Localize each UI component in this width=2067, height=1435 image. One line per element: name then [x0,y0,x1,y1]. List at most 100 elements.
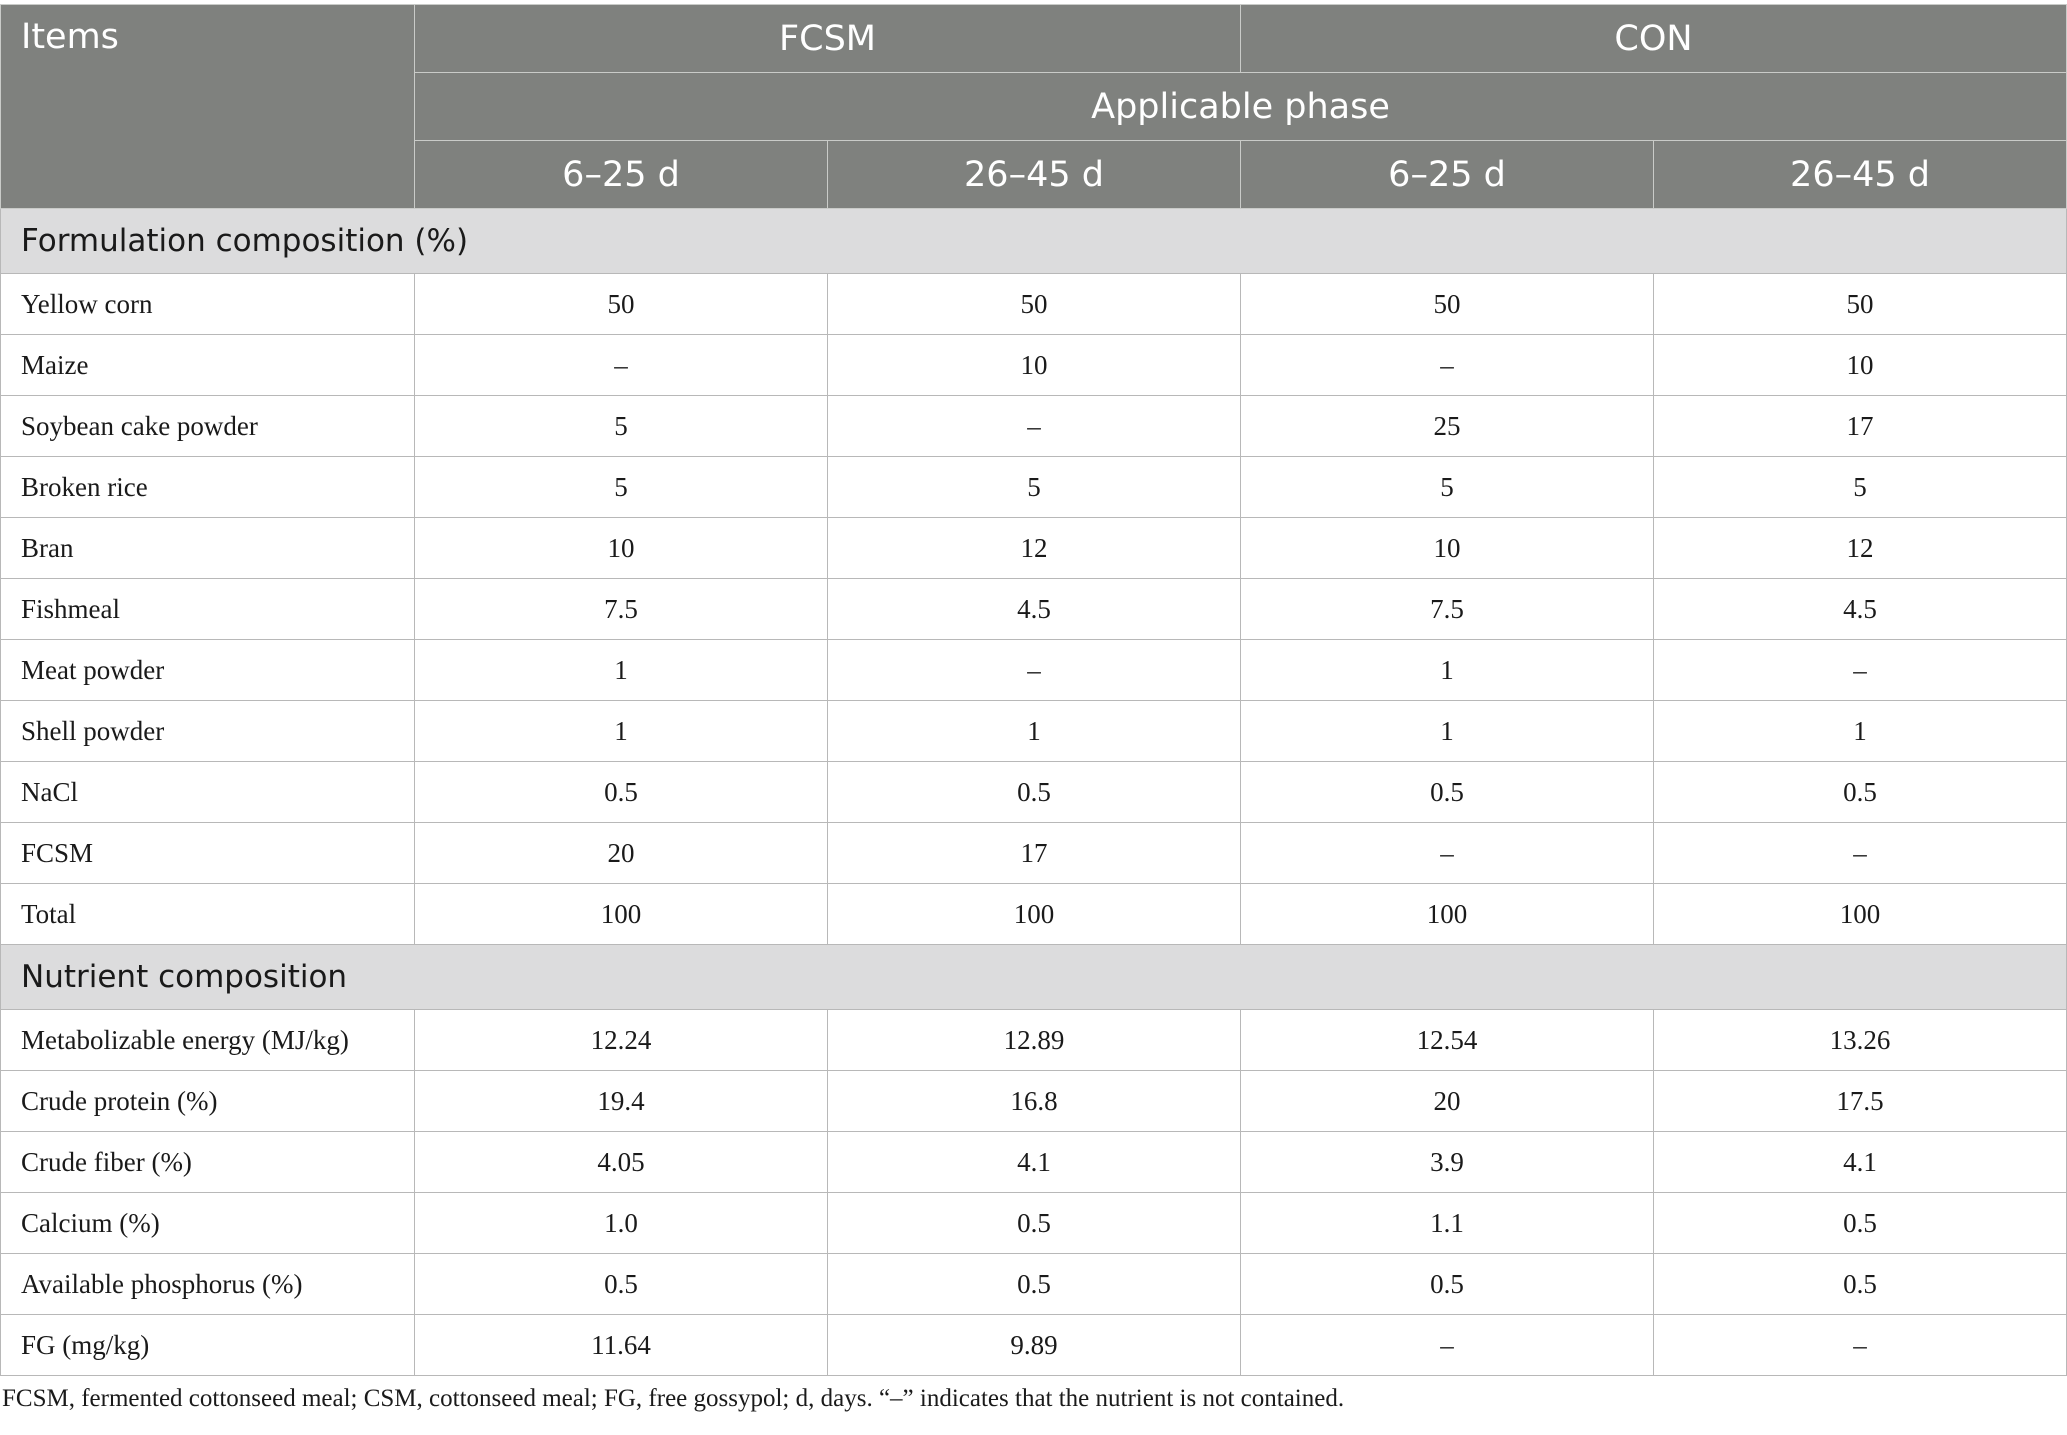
table-row: Yellow corn 50 50 50 50 [0,273,2067,335]
row-label: Maize [0,334,415,396]
table-cell: 20 [1240,1070,1654,1132]
table-cell: 12.54 [1240,1009,1654,1071]
table-cell: 100 [827,883,1241,945]
table-row: Bran 10 12 10 12 [0,517,2067,579]
table-row: FCSM 20 17– – [0,822,2067,884]
table-row: Meat powder 1–1– [0,639,2067,701]
table-cell: 17.5 [1652,1070,2067,1132]
table-cell: 0.5 [414,1253,828,1315]
section-row: Formulation composition (%) [0,208,2067,274]
row-label: Broken rice [0,456,415,518]
table-cell: 0.5 [1652,1253,2067,1315]
table-cell: 0.5 [1240,761,1654,823]
table-cell: 9.89 [827,1314,1241,1376]
section-title: Formulation composition (%) [0,208,2067,274]
table-cell: 25 [1240,395,1654,457]
table-cell: 12 [1652,517,2067,579]
row-label: Crude fiber (%) [0,1131,415,1193]
table-cell: 0.5 [1240,1253,1654,1315]
table-cell: 17 [827,822,1241,884]
table-cell: 50 [1652,273,2067,335]
table-cell: 7.5 [1240,578,1654,640]
table-cell: 12 [827,517,1241,579]
table-cell: 16.8 [827,1070,1241,1132]
table-cell: 5 [414,395,828,457]
table-cell: – [827,395,1241,457]
table-cell: 13.26 [1652,1009,2067,1071]
period-header: 6–25 d [414,140,828,209]
table-cell: – [1240,334,1654,396]
table-cell: 0.5 [1652,761,2067,823]
table-cell: 10 [827,334,1241,396]
table-cell: 17 [1652,395,2067,457]
table-cell: 100 [1240,883,1654,945]
table-row: FG (mg/kg) 11.64 9.89– – [0,1314,2067,1376]
table-cell: 12.24 [414,1009,828,1071]
table-cell: 0.5 [1652,1192,2067,1254]
section-title: Nutrient composition [0,944,2067,1010]
table-cell: 4.1 [827,1131,1241,1193]
group-header-con: CON [1239,4,2067,73]
table-row: Fishmeal 7.5 4.5 7.5 4.5 [0,578,2067,640]
table-cell: 100 [1652,883,2067,945]
table-cell: 11.64 [414,1314,828,1376]
table-cell: 20 [414,822,828,884]
table-row: Total 100 100 100 100 [0,883,2067,945]
row-label: Bran [0,517,415,579]
row-label: FCSM [0,822,415,884]
table-cell: 4.5 [1652,578,2067,640]
table-row: Calcium (%) 1.0 0.5 1.1 0.5 [0,1192,2067,1254]
row-label: Soybean cake powder [0,395,415,457]
composition-table: Items FCSM CON Applicable phase 6–25 d 2… [0,4,2067,1376]
table-header: Items FCSM CON Applicable phase 6–25 d 2… [0,4,2067,209]
row-label: Crude protein (%) [0,1070,415,1132]
row-label: Fishmeal [0,578,415,640]
table-cell: 1.1 [1240,1192,1654,1254]
row-label: Metabolizable energy (MJ/kg) [0,1009,415,1071]
applicable-phase-header: Applicable phase [413,72,2067,141]
table-cell: 1 [414,639,828,701]
table-cell: 0.5 [827,761,1241,823]
table-row: Metabolizable energy (MJ/kg) 12.24 12.89 12… [0,1009,2067,1071]
table-cell: 50 [1240,273,1654,335]
group-header-fcsm: FCSM [414,4,1241,73]
table-row: Crude fiber (%) 4.05 4.1 3.9 4.1 [0,1131,2067,1193]
table-cell: 12.89 [827,1009,1241,1071]
table-cell: 5 [414,456,828,518]
period-header: 26–45 d [1652,140,2067,209]
table-cell: 1 [414,700,828,762]
table-row: Shell powder 1 1 1 1 [0,700,2067,762]
table-cell: – [1240,1314,1654,1376]
table-cell: 0.5 [414,761,828,823]
table-cell: 4.5 [827,578,1241,640]
table-cell: – [1240,822,1654,884]
table-cell: – [827,639,1241,701]
table-row: Crude protein (%) 19.4 16.8 20 17.5 [0,1070,2067,1132]
table-cell: 1 [1652,700,2067,762]
row-label: NaCl [0,761,415,823]
table-cell: 5 [1240,456,1654,518]
period-header: 6–25 d [1240,140,1654,209]
row-label: Meat powder [0,639,415,701]
row-label: Yellow corn [0,273,415,335]
table-cell: 50 [414,273,828,335]
row-label: Calcium (%) [0,1192,415,1254]
table-cell: 0.5 [827,1253,1241,1315]
table-row: Broken rice 5 5 5 5 [0,456,2067,518]
table-body: Formulation composition (%) Yellow corn 50… [0,208,2067,1376]
table-cell: 50 [827,273,1241,335]
table-cell: 1 [1240,639,1654,701]
row-label: FG (mg/kg) [0,1314,415,1376]
period-header: 26–45 d [827,140,1241,209]
table-cell: 7.5 [414,578,828,640]
table-cell: 5 [1652,456,2067,518]
table-cell: 10 [1240,517,1654,579]
table-cell: – [1652,822,2067,884]
table-footnote: FCSM, fermented cottonseed meal; CSM, co… [2,1385,1345,1412]
row-label: Available phosphorus (%) [0,1253,415,1315]
table-cell: 1 [1240,700,1654,762]
items-header: Items [0,4,415,209]
table-cell: 4.1 [1652,1131,2067,1193]
table-cell: 1 [827,700,1241,762]
table-cell: – [1652,639,2067,701]
